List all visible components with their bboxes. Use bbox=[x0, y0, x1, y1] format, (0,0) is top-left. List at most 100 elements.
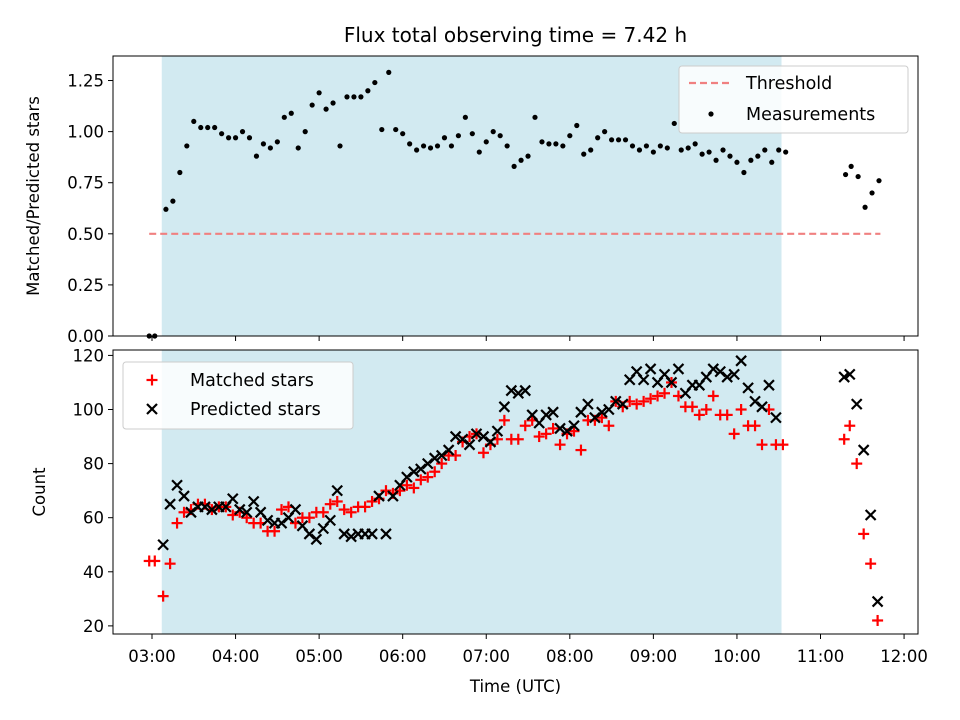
measurement-point bbox=[295, 145, 301, 151]
ratio-y-tick-label: 0.50 bbox=[67, 225, 104, 244]
ratio-y-tick-label: 1.00 bbox=[67, 123, 104, 142]
predicted-star-point bbox=[345, 530, 357, 543]
measurement-point bbox=[643, 143, 650, 149]
measurement-point bbox=[692, 141, 698, 147]
legend-matched-label: Matched stars bbox=[190, 371, 314, 391]
measurement-point bbox=[876, 178, 882, 184]
measurement-point bbox=[274, 139, 280, 145]
x-tick-label: 06:00 bbox=[379, 647, 427, 666]
measurement-point bbox=[602, 129, 608, 135]
measurement-point bbox=[198, 124, 204, 131]
matched-star-point bbox=[865, 558, 877, 570]
measurement-point bbox=[414, 147, 420, 153]
measurement-point bbox=[748, 157, 754, 163]
measurement-point bbox=[685, 145, 691, 151]
count-y-tick-label: 40 bbox=[83, 563, 104, 582]
predicted-star-point bbox=[331, 484, 344, 497]
measurement-point bbox=[762, 147, 768, 153]
matched-star-point bbox=[756, 439, 768, 451]
ratio-panel: 0.00 0.25 0.50 0.75 1.00 1.25 Flux total obse… bbox=[24, 23, 919, 346]
measurement-point bbox=[483, 139, 489, 145]
observing-window-shade bbox=[161, 56, 782, 336]
measurement-point bbox=[574, 122, 580, 129]
predicted-star-point bbox=[554, 422, 566, 435]
matched-star-point bbox=[631, 398, 643, 410]
matched-star-point bbox=[338, 504, 350, 516]
measurement-point bbox=[678, 147, 684, 153]
predicted-star-point bbox=[568, 419, 580, 432]
measurement-point bbox=[163, 206, 169, 212]
measurement-point bbox=[177, 169, 183, 176]
measurement-point bbox=[776, 147, 782, 153]
matched-star-point bbox=[844, 420, 856, 432]
ratio-legend-box bbox=[678, 65, 909, 134]
predicted-star-point bbox=[540, 409, 552, 421]
measurement-point bbox=[323, 106, 329, 112]
measurement-point bbox=[504, 143, 510, 149]
measurement-point bbox=[727, 153, 733, 159]
matched-star-point bbox=[498, 414, 510, 426]
measurement-point bbox=[400, 131, 406, 137]
measurement-point bbox=[365, 88, 371, 94]
count-y-tick-label: 120 bbox=[73, 346, 105, 365]
matched-star-point bbox=[645, 393, 657, 405]
matched-star-point bbox=[303, 512, 315, 524]
predicted-star-point bbox=[770, 411, 782, 424]
measurement-point bbox=[302, 129, 308, 135]
predicted-star-point bbox=[850, 398, 863, 410]
measurement-point bbox=[427, 145, 434, 151]
count-legend: Matched stars Predicted stars bbox=[122, 361, 354, 430]
legend-measurements-label: Measurements bbox=[746, 105, 875, 125]
measurement-point bbox=[358, 94, 364, 100]
ratio-y-tick-label: 1.25 bbox=[67, 72, 104, 91]
predicted-star-point bbox=[157, 538, 169, 551]
predicted-star-point bbox=[857, 444, 870, 456]
predicted-star-point bbox=[644, 363, 657, 375]
matched-star-point bbox=[380, 485, 392, 497]
measurement-point bbox=[581, 151, 587, 157]
measurement-point bbox=[462, 114, 468, 120]
measurement-point bbox=[720, 147, 726, 153]
matched-star-point bbox=[149, 555, 161, 567]
predicted-star-point bbox=[637, 373, 650, 386]
matched-star-point bbox=[477, 447, 489, 459]
matched-star-point bbox=[728, 428, 740, 440]
matched-star-point bbox=[777, 439, 789, 451]
measurement-point bbox=[407, 141, 413, 147]
measurement-point bbox=[650, 149, 656, 155]
measurement-point bbox=[595, 135, 601, 141]
measurement-point bbox=[309, 102, 315, 108]
predicted-star-point bbox=[547, 406, 559, 418]
matched-star-point bbox=[422, 471, 434, 483]
measurement-point bbox=[525, 153, 531, 159]
predicted-star-point bbox=[735, 355, 747, 367]
ratio-legend: Threshold Measurements bbox=[678, 65, 909, 134]
predicted-star-point bbox=[728, 368, 740, 381]
predicted-star-point bbox=[366, 528, 378, 540]
legend-plus-glyph bbox=[146, 374, 158, 386]
measurement-point bbox=[862, 204, 868, 210]
count-panel: 20 40 60 80 100 120 03:00 04:00 05:00 06:00 07:00… bbox=[30, 346, 928, 696]
x-tick-label: 07:00 bbox=[462, 647, 510, 666]
matched-star-point bbox=[394, 485, 406, 497]
matched-star-point bbox=[533, 431, 545, 443]
predicted-star-point bbox=[373, 490, 385, 502]
matched-star-point bbox=[157, 590, 169, 602]
predicted-star-point bbox=[582, 398, 594, 410]
measurement-point bbox=[351, 94, 357, 100]
measurement-point bbox=[448, 143, 455, 149]
x-tick-label: 08:00 bbox=[546, 647, 594, 666]
matched-star-point bbox=[415, 474, 427, 486]
matched-star-point bbox=[276, 504, 288, 516]
measurement-point bbox=[783, 149, 789, 155]
x-tick-label: 04:00 bbox=[212, 647, 260, 666]
predicted-star-point bbox=[484, 436, 497, 448]
measurement-point bbox=[615, 137, 622, 143]
predicted-star-point bbox=[164, 498, 176, 510]
legend-matched-swatch bbox=[146, 374, 158, 386]
matched-star-point bbox=[345, 506, 357, 518]
predicted-star-point bbox=[240, 506, 253, 519]
measurement-point bbox=[337, 143, 343, 149]
measurement-point bbox=[253, 153, 260, 159]
x-tick-label: 11:00 bbox=[797, 647, 845, 666]
